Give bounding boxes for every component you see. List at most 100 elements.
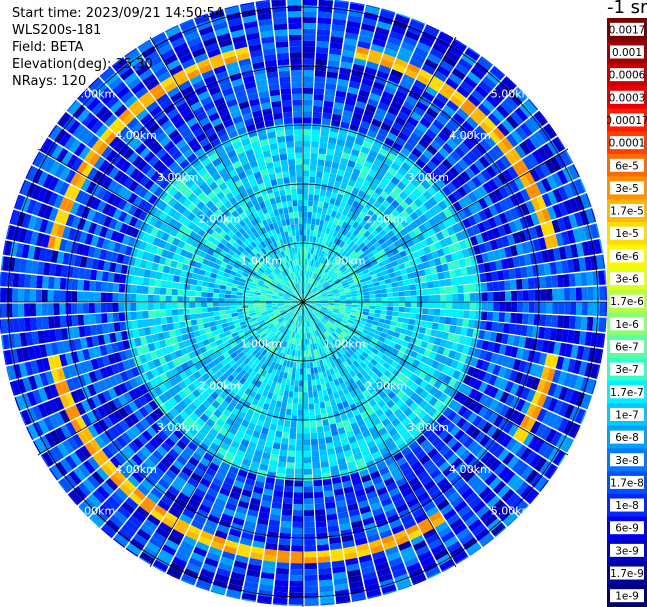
data-cell [331,257,338,264]
data-cell [220,400,230,409]
data-cell [444,236,454,246]
data-cell [193,371,202,380]
data-cell [211,365,220,374]
data-cell [329,317,336,323]
data-cell [307,326,310,333]
data-cell [344,326,351,332]
data-cell [423,200,433,211]
data-cell [527,277,535,289]
data-cell [251,319,259,325]
data-cell [346,321,354,327]
data-cell [272,328,279,334]
data-cell [450,277,458,286]
data-cell [387,390,396,400]
data-cell [403,492,416,503]
data-cell [349,370,357,378]
data-cell [534,224,544,238]
data-cell [473,348,482,359]
data-cell [474,431,486,444]
data-cell [210,382,219,391]
data-cell [116,435,128,448]
data-cell [283,341,288,348]
data-cell [294,386,299,393]
data-cell [509,245,518,257]
data-cell [123,445,136,458]
data-cell [312,123,321,130]
data-cell [447,244,456,254]
data-cell [361,449,371,458]
data-cell [515,126,528,141]
data-cell [447,491,461,504]
data-cell [436,330,444,339]
data-cell [328,335,334,342]
data-cell [239,537,253,547]
data-cell [396,579,412,590]
data-cell [81,521,97,536]
data-cell [335,90,347,99]
data-cell [325,287,332,292]
data-cell [189,308,196,314]
data-cell [281,320,286,326]
data-cell [309,253,313,260]
data-cell [403,519,417,530]
data-cell [319,189,327,197]
data-cell [229,399,238,408]
data-cell [310,299,317,301]
data-cell [516,313,523,324]
data-cell [456,318,464,327]
data-cell [347,86,359,95]
data-cell [163,400,174,411]
data-cell [107,413,119,426]
data-cell [250,370,257,378]
data-cell [336,317,343,322]
data-cell [373,317,380,322]
data-cell [488,412,499,425]
data-cell [180,487,193,498]
data-cell [310,224,315,231]
data-cell [442,196,453,208]
data-cell [304,302,311,304]
data-cell [503,323,511,334]
data-cell [451,441,463,453]
data-cell [357,271,364,277]
data-cell [513,500,528,515]
data-cell [555,328,563,342]
data-cell [385,315,393,321]
data-cell [322,172,330,179]
data-cell [136,294,143,302]
data-cell [484,472,498,486]
data-cell [68,470,82,486]
data-cell [429,386,439,396]
data-cell [23,303,31,317]
data-cell [437,403,448,414]
data-cell [346,254,353,262]
data-cell [153,302,160,310]
data-cell [144,352,153,362]
data-cell [190,519,204,530]
data-cell [325,382,331,390]
data-cell [164,437,176,448]
data-cell [475,359,485,370]
data-cell [208,546,223,557]
data-cell [345,223,352,231]
data-cell [369,270,377,276]
data-cell [514,218,524,231]
data-cell [542,143,555,159]
data-cell [286,323,291,330]
data-cell [44,432,57,448]
data-cell [282,320,287,327]
data-cell [299,303,303,310]
data-cell [512,162,524,177]
data-cell [316,297,322,300]
data-cell [307,271,310,278]
data-cell [144,327,152,336]
data-cell [386,292,394,298]
data-cell [145,335,154,344]
data-cell [437,32,453,45]
data-cell [93,346,102,358]
data-cell [295,462,303,469]
data-cell [342,228,349,236]
data-cell [351,446,361,455]
data-cell [361,206,370,215]
data-cell [454,129,467,142]
